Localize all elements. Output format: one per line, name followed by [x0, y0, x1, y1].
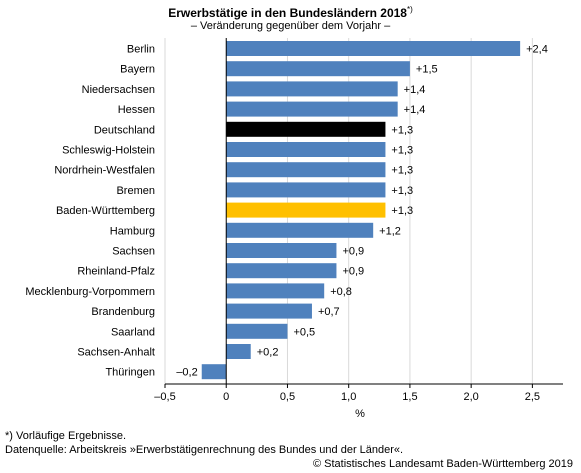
x-tick-label: 1,5: [402, 391, 417, 403]
bar: [226, 101, 398, 117]
x-tick-label: 2,5: [525, 391, 540, 403]
value-label: +1,4: [404, 84, 426, 96]
value-label: +0,5: [293, 326, 315, 338]
category-label: Thüringen: [105, 367, 155, 379]
category-label: Saarland: [111, 326, 155, 338]
bar: [226, 61, 410, 77]
x-tick-label: 1,0: [341, 391, 356, 403]
category-label: Bremen: [116, 185, 155, 197]
value-label: +1,4: [404, 104, 426, 116]
category-label: Rheinland-Pfalz: [77, 266, 155, 278]
value-label: +1,5: [416, 64, 438, 76]
category-label: Baden-Württemberg: [56, 205, 155, 217]
value-label: +1,2: [379, 225, 401, 237]
copyright-note: © Statistisches Landesamt Baden-Württemb…: [312, 458, 573, 470]
value-label: +0,2: [257, 347, 279, 359]
x-axis: –0,5 0 0,5 1,0 1,5 2,0 2,5%: [154, 38, 563, 420]
category-label: Deutschland: [94, 124, 155, 136]
x-tick-label: 0: [223, 391, 229, 403]
bar: [226, 121, 386, 137]
value-label: +0,9: [342, 246, 364, 258]
bar: [226, 303, 312, 319]
bar: [226, 162, 386, 178]
value-label: +0,9: [342, 266, 364, 278]
bar: [226, 263, 337, 279]
category-label: Brandenburg: [91, 306, 155, 318]
value-label: +1,3: [391, 145, 413, 157]
bar: [226, 344, 251, 359]
bar: [226, 222, 374, 238]
category-labels: Berlin Bayern Niedersachsen Hessen Deutschla…: [25, 44, 155, 379]
value-label: +2,4: [526, 44, 548, 56]
chart-title-text: Erwerbstätige in den Bundesländern 2018: [168, 6, 407, 20]
x-tick-label: –0,5: [154, 391, 175, 403]
category-label: Niedersachsen: [82, 84, 155, 96]
bar: [226, 41, 521, 56]
bar: [226, 142, 386, 157]
category-label: Berlin: [127, 44, 155, 56]
value-label: +1,3: [391, 124, 413, 136]
bar: [226, 182, 386, 198]
bar: [226, 283, 325, 299]
source-note: Datenquelle: Arbeitskreis »Erwerbstätige…: [5, 444, 404, 456]
x-axis-label: %: [355, 408, 365, 420]
value-label: +0,8: [330, 286, 352, 298]
value-labels: +2,4 +1,5 +1,4 +1,4 +1,3 +1,3 +1,3 +1,3 +1,3 +1,2…: [176, 44, 548, 379]
x-tick-label: 0,5: [280, 391, 295, 403]
chart-subtitle: – Veränderung gegenüber dem Vorjahr –: [190, 20, 391, 32]
category-label: Hessen: [118, 104, 155, 116]
bar: [226, 323, 288, 339]
value-label: +0,7: [318, 306, 340, 318]
category-label: Schleswig-Holstein: [62, 145, 155, 157]
category-label: Sachsen-Anhalt: [77, 347, 155, 359]
bar: [201, 364, 227, 380]
value-label: –0,2: [176, 367, 197, 379]
bar: [226, 81, 398, 97]
value-label: +1,3: [391, 205, 413, 217]
chart-title: Erwerbstätige in den Bundesländern 2018*…: [0, 5, 581, 20]
category-label: Sachsen: [112, 246, 155, 258]
footnote: *) Vorläufige Ergebnisse.: [5, 430, 127, 442]
value-label: +1,3: [391, 185, 413, 197]
category-label: Mecklenburg-Vorpommern: [25, 286, 155, 298]
bar: [226, 243, 337, 258]
title-footnote-marker: *): [406, 5, 413, 14]
bar-chart: Berlin Bayern Niedersachsen Hessen Deutschla…: [25, 38, 563, 420]
bars: [201, 41, 521, 380]
value-label: +1,3: [391, 165, 413, 177]
bar: [226, 202, 386, 218]
category-label: Bayern: [120, 64, 155, 76]
x-tick-label: 2,0: [464, 391, 479, 403]
category-label: Nordrhein-Westfalen: [54, 165, 155, 177]
category-label: Hamburg: [110, 225, 155, 237]
